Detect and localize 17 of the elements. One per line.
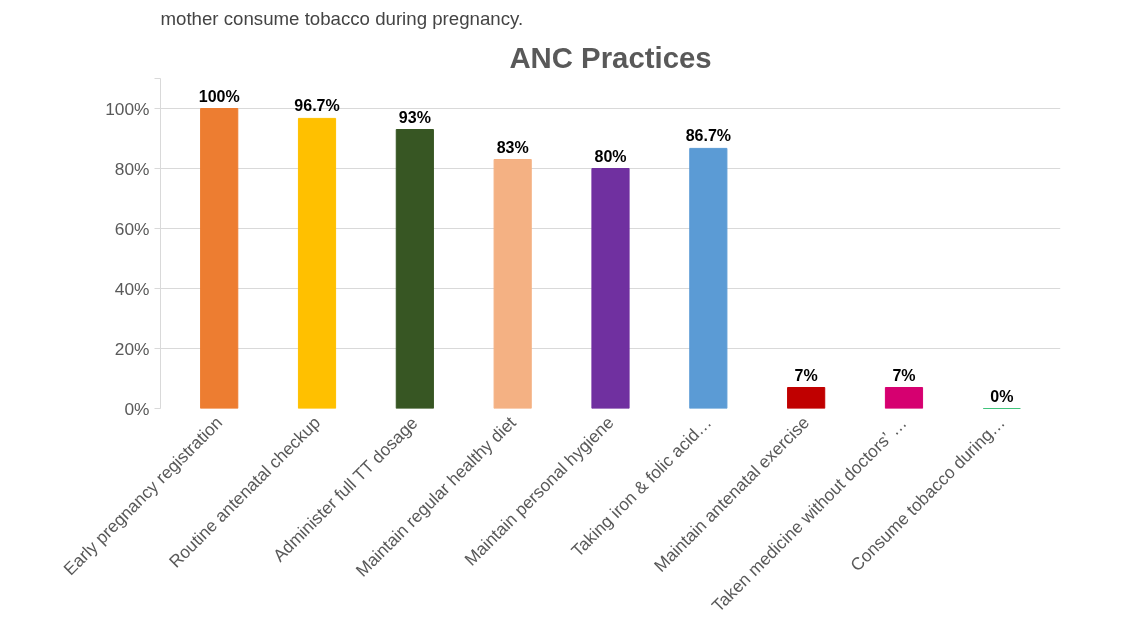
y-tick-label: 20% <box>114 338 150 359</box>
data-label: 86.7% <box>685 127 732 145</box>
data-label: 83% <box>496 138 529 156</box>
data-label: 7% <box>794 366 818 384</box>
data-label: 96.7% <box>294 97 340 115</box>
y-tick-label: 60% <box>114 218 150 239</box>
y-tick-label: 80% <box>114 158 150 179</box>
data-label: 100% <box>198 87 240 105</box>
chart-title: ANC Practices <box>509 40 712 74</box>
data-label: 80% <box>594 147 627 165</box>
y-tick-label: 40% <box>114 278 150 299</box>
data-label: 7% <box>892 366 916 384</box>
y-tick-label: 100% <box>105 98 150 119</box>
text: mother consume tobacco during pregnancy. <box>160 7 524 29</box>
data-label: 0% <box>990 387 1014 405</box>
data-label: 93% <box>398 108 431 126</box>
y-tick-label: 0% <box>124 398 150 419</box>
